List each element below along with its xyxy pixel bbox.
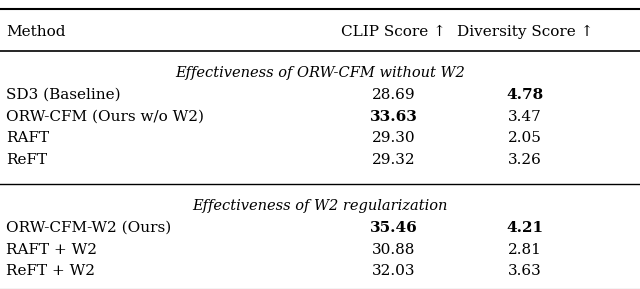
Text: Diversity Score ↑: Diversity Score ↑ <box>456 25 593 39</box>
Text: ORW-CFM-W2 (Ours): ORW-CFM-W2 (Ours) <box>6 221 172 235</box>
Text: ReFT + W2: ReFT + W2 <box>6 264 95 278</box>
Text: 3.26: 3.26 <box>508 153 541 167</box>
Text: 4.21: 4.21 <box>506 221 543 235</box>
Text: 29.32: 29.32 <box>372 153 415 167</box>
Text: 35.46: 35.46 <box>370 221 417 235</box>
Text: Method: Method <box>6 25 66 39</box>
Text: 28.69: 28.69 <box>372 88 415 102</box>
Text: 30.88: 30.88 <box>372 242 415 257</box>
Text: 3.47: 3.47 <box>508 110 541 124</box>
Text: ORW-CFM (Ours w/o W2): ORW-CFM (Ours w/o W2) <box>6 110 204 124</box>
Text: SD3 (Baseline): SD3 (Baseline) <box>6 88 121 102</box>
Text: RAFT: RAFT <box>6 131 49 145</box>
Text: 33.63: 33.63 <box>370 110 417 124</box>
Text: 29.30: 29.30 <box>372 131 415 145</box>
Text: 32.03: 32.03 <box>372 264 415 278</box>
Text: Effectiveness of ORW-CFM without W2: Effectiveness of ORW-CFM without W2 <box>175 66 465 80</box>
Text: ReFT: ReFT <box>6 153 47 167</box>
Text: 3.63: 3.63 <box>508 264 541 278</box>
Text: Effectiveness of W2 regularization: Effectiveness of W2 regularization <box>192 199 448 213</box>
Text: 2.05: 2.05 <box>508 131 541 145</box>
Text: 4.78: 4.78 <box>506 88 543 102</box>
Text: CLIP Score ↑: CLIP Score ↑ <box>341 25 446 39</box>
Text: 2.81: 2.81 <box>508 242 541 257</box>
Text: RAFT + W2: RAFT + W2 <box>6 242 97 257</box>
